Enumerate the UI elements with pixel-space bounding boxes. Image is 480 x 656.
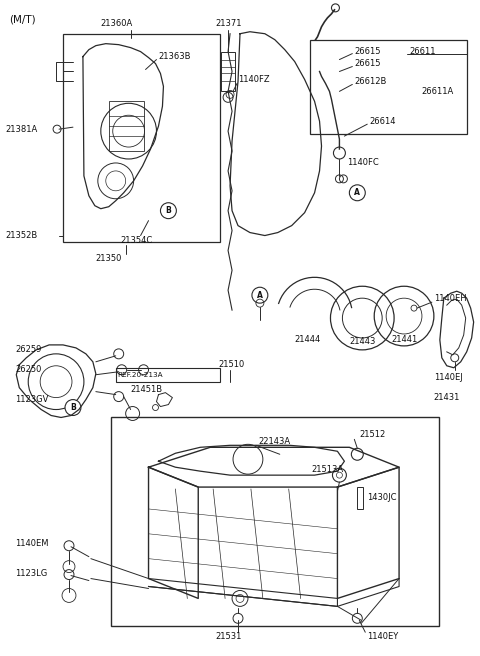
Text: 21513A: 21513A — [312, 464, 344, 474]
Circle shape — [160, 203, 176, 218]
Text: 21431: 21431 — [434, 393, 460, 402]
Text: A: A — [354, 188, 360, 197]
Text: 1140EY: 1140EY — [367, 632, 398, 641]
Text: 1430JC: 1430JC — [367, 493, 397, 502]
Text: 1140FC: 1140FC — [348, 159, 379, 167]
Circle shape — [349, 185, 365, 201]
Bar — [116, 368, 220, 382]
Text: 21352B: 21352B — [5, 231, 37, 240]
Text: REF.20-213A: REF.20-213A — [118, 372, 163, 378]
Bar — [111, 417, 439, 626]
Text: 26259: 26259 — [15, 345, 42, 354]
Bar — [221, 52, 235, 91]
Text: 1140FZ: 1140FZ — [238, 75, 270, 84]
Text: 26614: 26614 — [369, 117, 396, 126]
Text: 21350: 21350 — [96, 254, 122, 263]
Text: 21371: 21371 — [215, 19, 241, 28]
Bar — [109, 101, 144, 151]
Text: B: B — [70, 403, 76, 412]
Circle shape — [65, 400, 81, 415]
Text: 1140EM: 1140EM — [15, 539, 49, 548]
Text: 1123GV: 1123GV — [15, 395, 48, 404]
Text: 22143A: 22143A — [258, 437, 290, 446]
Bar — [357, 487, 363, 509]
Text: 21441: 21441 — [391, 335, 418, 344]
Bar — [310, 39, 467, 134]
Text: B: B — [166, 206, 171, 215]
Text: 21354C: 21354C — [120, 236, 153, 245]
Text: 21512: 21512 — [360, 430, 385, 439]
Bar — [63, 33, 220, 243]
Text: 1140EJ: 1140EJ — [434, 373, 463, 382]
Text: 21531: 21531 — [215, 632, 241, 641]
Text: 1123LG: 1123LG — [15, 569, 48, 578]
Text: 21451B: 21451B — [131, 385, 163, 394]
Text: 21510: 21510 — [218, 360, 244, 369]
Text: A: A — [257, 291, 263, 300]
Text: 21360A: 21360A — [101, 19, 133, 28]
Text: 21381A: 21381A — [5, 125, 37, 134]
Circle shape — [252, 287, 268, 303]
Text: 26615: 26615 — [354, 59, 381, 68]
Text: 21444: 21444 — [295, 335, 321, 344]
Text: 26611: 26611 — [409, 47, 435, 56]
Text: 21443: 21443 — [349, 337, 376, 346]
Text: 21363B: 21363B — [158, 52, 191, 61]
Text: 26615: 26615 — [354, 47, 381, 56]
Text: (M/T): (M/T) — [9, 15, 36, 25]
Text: 26250: 26250 — [15, 365, 42, 375]
Text: 1140EH: 1140EH — [434, 294, 467, 302]
Text: 26612B: 26612B — [354, 77, 387, 86]
Text: 26611A: 26611A — [421, 87, 453, 96]
